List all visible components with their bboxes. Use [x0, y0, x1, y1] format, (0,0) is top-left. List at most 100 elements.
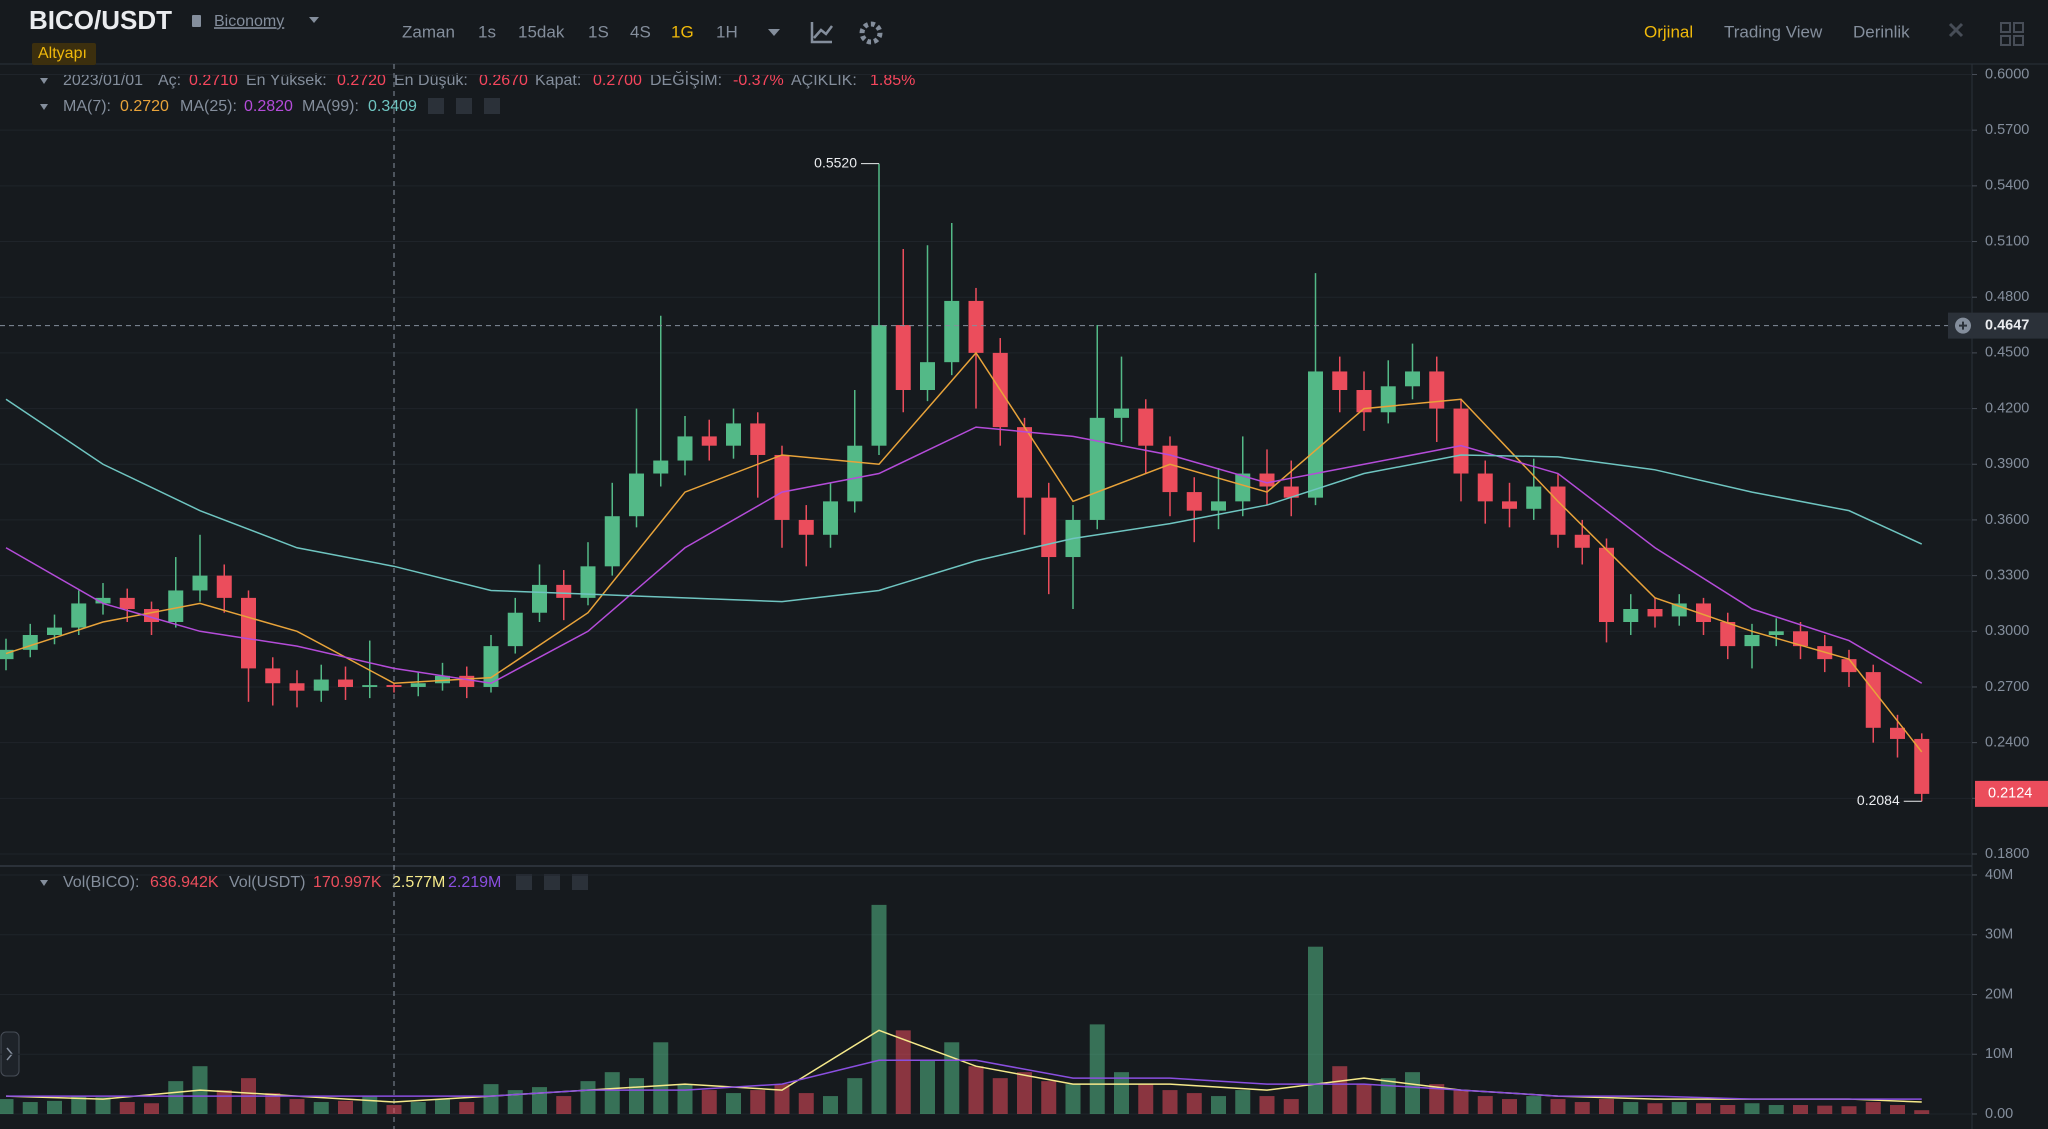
- y-tick-label: 0.3600: [1985, 512, 2029, 528]
- more-intervals[interactable]: [768, 29, 780, 36]
- candle-body: [1041, 497, 1057, 558]
- volume-bar: [798, 1093, 814, 1114]
- settings-icon[interactable]: [859, 21, 883, 45]
- candle-body: [1114, 408, 1129, 418]
- candle-body: [968, 300, 984, 353]
- vol-tick-label: 10M: [1985, 1046, 2013, 1062]
- volume-bar: [1526, 1096, 1542, 1114]
- interval[interactable]: 1s: [478, 22, 496, 41]
- y-tick-label: 0.6000: [1985, 66, 2029, 82]
- crosshair-label: 0.4647: [1985, 317, 2029, 333]
- volume-bar: [1817, 1105, 1833, 1114]
- y-tick-label: 0.4500: [1985, 345, 2029, 361]
- volume-bar: [362, 1096, 378, 1114]
- interval[interactable]: 15dak: [518, 22, 565, 41]
- view-tab[interactable]: Trading View: [1724, 22, 1823, 41]
- volume-bar: [701, 1090, 717, 1114]
- candle-body: [895, 325, 911, 391]
- candle-body: [71, 603, 87, 628]
- volume-bar: [895, 1030, 911, 1114]
- volume-bar: [1502, 1099, 1517, 1114]
- ma-line: [5, 426, 1923, 685]
- volume-bar: [726, 1093, 741, 1114]
- exchange-link[interactable]: Biconomy: [214, 13, 284, 30]
- vol-ma-value: 2.577M: [392, 874, 445, 891]
- collapse-arrow[interactable]: [40, 104, 48, 110]
- candle-body: [1865, 672, 1881, 728]
- ma-label: MA(99):: [302, 98, 359, 115]
- volume-bar: [1647, 1103, 1663, 1114]
- interval[interactable]: 1H: [716, 22, 738, 41]
- volume-bar: [1138, 1084, 1154, 1114]
- ma-value: 0.2720: [120, 98, 169, 115]
- candle-body: [1793, 631, 1808, 647]
- interval[interactable]: 1S: [588, 22, 609, 41]
- candle-body: [823, 501, 838, 535]
- view-tab-active[interactable]: Orjinal: [1644, 22, 1693, 41]
- candle-body: [1089, 417, 1105, 520]
- layout-icon[interactable]: [2000, 22, 2011, 33]
- volume-bar: [289, 1099, 305, 1114]
- volume-bar: [1017, 1072, 1032, 1114]
- volume-bar: [653, 1042, 669, 1114]
- vol-close[interactable]: [572, 874, 588, 890]
- interval-active[interactable]: 1G: [671, 22, 694, 41]
- ohlc-date: 2023/01/01: [63, 72, 143, 89]
- volume-bar: [1453, 1090, 1469, 1114]
- ma-close[interactable]: [484, 98, 500, 114]
- dropdown-arrow[interactable]: [309, 17, 319, 23]
- volume-bar: [168, 1081, 184, 1114]
- vol-label: Vol(USDT): [229, 874, 305, 891]
- vol-ma-line: [6, 1059, 1922, 1100]
- volume-bar: [1744, 1103, 1760, 1114]
- vol-tick-label: 40M: [1985, 867, 2013, 883]
- y-tick-label: 0.5700: [1985, 122, 2029, 138]
- interval[interactable]: Zaman: [402, 22, 455, 41]
- interval[interactable]: 4S: [630, 22, 651, 41]
- symbol: BICO/USDT: [29, 5, 172, 35]
- ohlc-label: Aç:: [158, 72, 181, 89]
- layout-icon[interactable]: [2000, 35, 2011, 46]
- candle-body: [1259, 473, 1275, 487]
- ma-visibility[interactable]: [428, 98, 444, 114]
- vol-tick-label: 20M: [1985, 986, 2013, 1002]
- ma-settings[interactable]: [456, 98, 472, 114]
- candle-body: [1599, 547, 1614, 623]
- candle-body: [532, 584, 547, 613]
- candle-body: [1477, 473, 1493, 502]
- tag: Altyapı: [38, 45, 87, 62]
- candle-body: [1162, 445, 1178, 493]
- candle-body: [629, 473, 644, 517]
- vol-settings[interactable]: [544, 874, 560, 890]
- candle-body: [726, 423, 741, 446]
- view-tab[interactable]: Derinlik: [1853, 22, 1910, 41]
- ma-line: [5, 351, 1923, 753]
- layout-icon[interactable]: [2013, 35, 2024, 46]
- volume-bar: [0, 1099, 14, 1114]
- ohlc-value: 0.2720: [337, 72, 386, 89]
- candle-body: [338, 679, 353, 687]
- candle-body: [47, 627, 62, 635]
- volume-bar: [604, 1072, 620, 1114]
- candle-body: [459, 675, 475, 687]
- vol-visibility[interactable]: [516, 874, 532, 890]
- volume-bar: [144, 1103, 159, 1114]
- collapse-arrow[interactable]: [40, 880, 48, 886]
- vol-value: 636.942K: [150, 874, 219, 891]
- indicator-icon[interactable]: [810, 22, 833, 44]
- volume-bar: [265, 1093, 281, 1114]
- volume-bar: [1720, 1105, 1736, 1114]
- collapse-arrow[interactable]: [40, 78, 48, 84]
- volume-bar: [1696, 1103, 1711, 1114]
- volume-bar: [1623, 1102, 1639, 1114]
- volume-bar: [1259, 1096, 1275, 1114]
- collapse-icon[interactable]: [1948, 22, 1964, 38]
- annotation-label: 0.2084: [1857, 792, 1900, 808]
- candle-body: [944, 300, 960, 363]
- layout-icon[interactable]: [2013, 22, 2024, 33]
- candle-body: [386, 685, 402, 687]
- candle-body: [1186, 492, 1202, 511]
- y-tick-label: 0.5400: [1985, 178, 2029, 194]
- volume-bar: [1599, 1099, 1614, 1114]
